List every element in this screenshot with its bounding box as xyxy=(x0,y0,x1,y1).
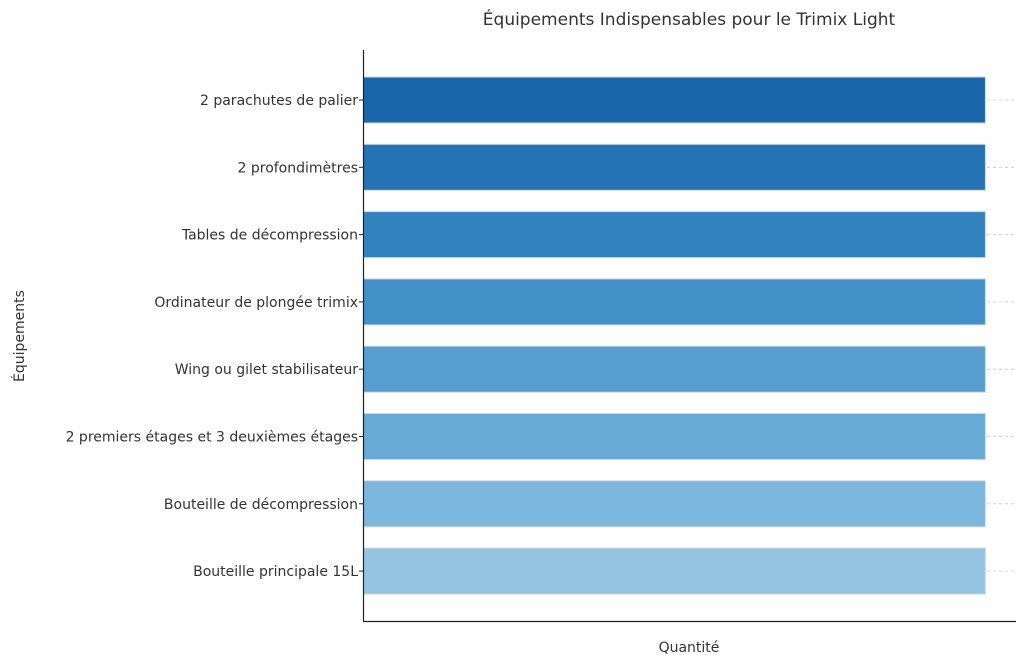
y-tick-label: Tables de décompression xyxy=(181,228,358,244)
bar xyxy=(363,76,986,124)
y-tick-label: 2 parachutes de palier xyxy=(200,93,358,109)
y-tick-label: Wing ou gilet stabilisateur xyxy=(175,362,359,378)
chart-title: Équipements Indispensables pour le Trimi… xyxy=(483,8,896,30)
y-axis-label: Équipements xyxy=(11,290,28,382)
y-tick-label: Bouteille principale 15L xyxy=(193,564,358,580)
bar xyxy=(363,345,986,393)
y-tick-label: 2 profondimètres xyxy=(238,160,359,176)
x-axis-label: Quantité xyxy=(659,640,720,656)
bar xyxy=(363,211,986,259)
bar xyxy=(363,413,986,460)
y-tick-label: Bouteille de décompression xyxy=(164,497,358,513)
bar xyxy=(363,547,986,595)
bar xyxy=(363,143,986,191)
y-tick-label: Ordinateur de plongée trimix xyxy=(154,295,358,311)
bar xyxy=(363,278,986,326)
bars xyxy=(363,76,986,595)
bar xyxy=(363,480,986,528)
category-labels: 2 parachutes de palier 2 profondimètres Ta… xyxy=(66,93,363,580)
y-tick-label: 2 premiers étages et 3 deuxièmes étages xyxy=(66,430,358,446)
